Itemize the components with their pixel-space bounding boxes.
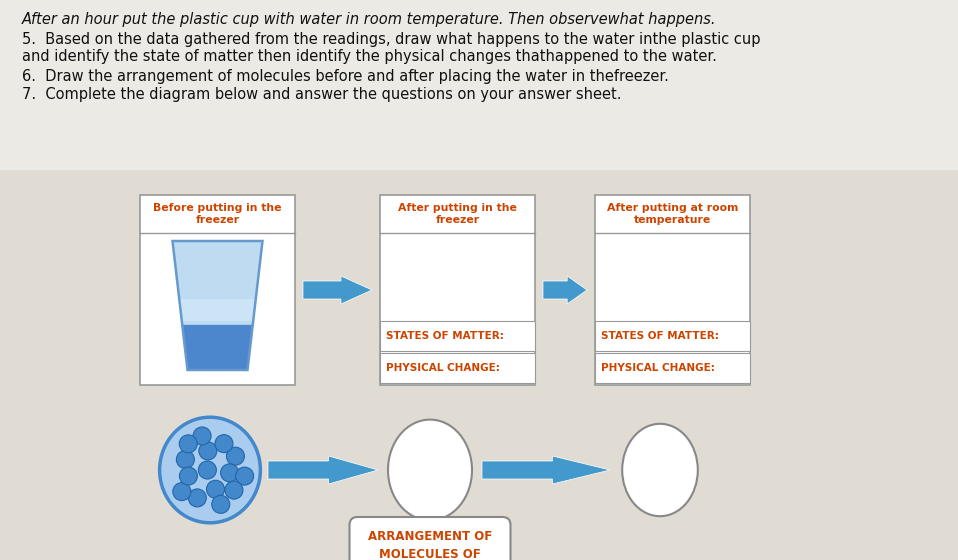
Circle shape [220,464,239,482]
Polygon shape [182,325,253,370]
Circle shape [179,467,197,485]
Circle shape [207,480,224,498]
Circle shape [189,489,206,507]
Text: After putting in the
freezer: After putting in the freezer [399,203,517,225]
Circle shape [225,481,243,499]
Polygon shape [543,276,587,304]
Polygon shape [179,299,256,321]
Ellipse shape [160,417,261,523]
Bar [595,195,750,385]
Circle shape [215,435,233,452]
Circle shape [198,461,217,479]
Text: and identify the state of matter then identify the physical changes thathappened: and identify the state of matter then id… [22,49,717,64]
Bar [380,195,535,385]
Text: STATES OF MATTER:: STATES OF MATTER: [386,331,504,341]
Text: STATES OF MATTER:: STATES OF MATTER: [601,331,718,341]
FancyBboxPatch shape [0,0,958,170]
Text: PHYSICAL CHANGE:: PHYSICAL CHANGE: [601,363,715,373]
Text: ARRANGEMENT OF
MOLECULES OF
WATER: ARRANGEMENT OF MOLECULES OF WATER [368,530,492,560]
Text: After an hour put the plastic cup with water in room temperature. Then observewh: After an hour put the plastic cup with w… [22,12,717,27]
Text: 5.  Based on the data gathered from the readings, draw what happens to the water: 5. Based on the data gathered from the r… [22,32,761,47]
Polygon shape [303,276,372,304]
Polygon shape [268,456,378,484]
Text: 7.  Complete the diagram below and answer the questions on your answer sheet.: 7. Complete the diagram below and answer… [22,87,622,102]
Bar [140,195,295,385]
Polygon shape [172,241,262,370]
Text: 6.  Draw the arrangement of molecules before and after placing the water in thef: 6. Draw the arrangement of molecules bef… [22,69,669,84]
Bar [595,353,750,383]
Polygon shape [482,456,610,484]
Circle shape [194,427,211,445]
Ellipse shape [622,424,697,516]
Circle shape [212,496,230,514]
Circle shape [176,450,194,469]
Circle shape [226,447,244,465]
FancyBboxPatch shape [0,170,958,560]
FancyBboxPatch shape [350,517,511,560]
Text: PHYSICAL CHANGE:: PHYSICAL CHANGE: [386,363,500,373]
Bar [380,321,535,351]
Bar [595,321,750,351]
Circle shape [179,435,197,453]
Text: After putting at room
temperature: After putting at room temperature [606,203,739,225]
Bar [380,353,535,383]
Text: Before putting in the
freezer: Before putting in the freezer [153,203,282,225]
Circle shape [199,442,217,460]
Circle shape [236,467,254,485]
Ellipse shape [388,419,472,520]
Circle shape [172,483,191,501]
